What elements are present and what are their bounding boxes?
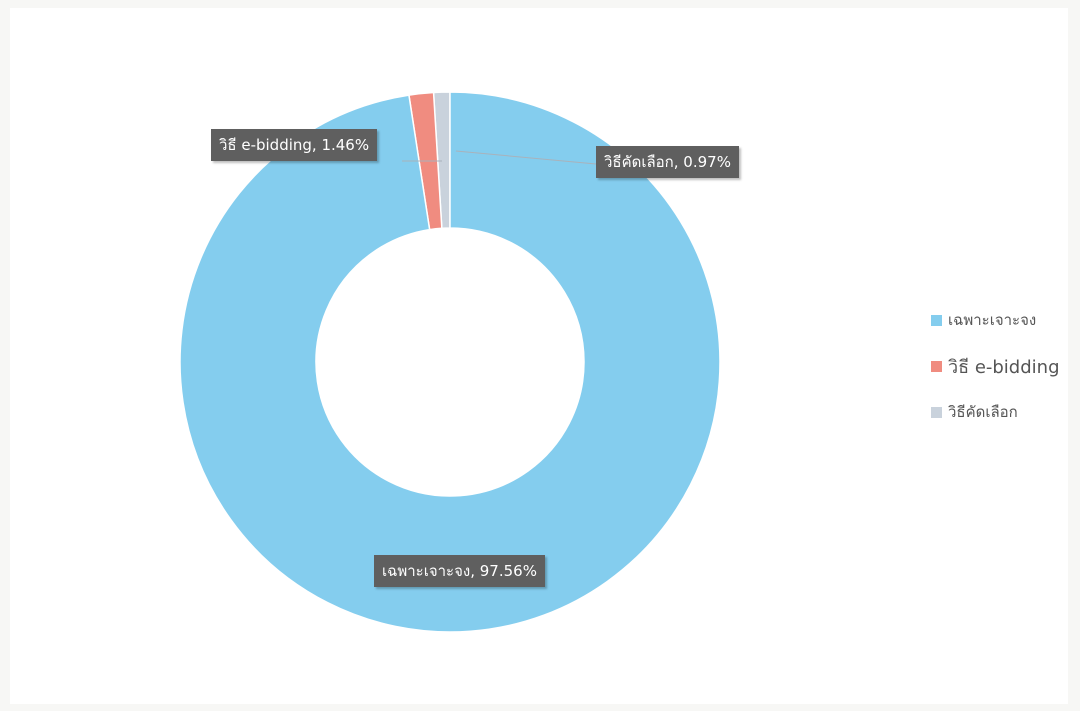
leader-line-selection — [455, 150, 597, 165]
legend-swatch-selection — [931, 406, 942, 418]
legend-item-selection: วิธีคัดเลือก — [931, 402, 1060, 422]
legend-label-e-bidding: วิธี e-bidding — [948, 356, 1060, 378]
legend-item-specific: เฉพาะเจาะจง — [931, 310, 1060, 330]
data-label-e-bidding: วิธี e-bidding, 1.46% — [211, 129, 378, 161]
legend-label-selection: วิธีคัดเลือก — [948, 403, 1018, 421]
data-label-specific: เฉพาะเจาะจง, 97.56% — [374, 555, 545, 587]
chart-area: วิธี e-bidding, 1.46% วิธีคัดเลือก, 0.97… — [10, 8, 1068, 704]
data-label-selection: วิธีคัดเลือก, 0.97% — [596, 146, 739, 178]
legend-swatch-e-bidding — [931, 360, 942, 372]
donut-chart — [179, 91, 721, 633]
legend-label-specific: เฉพาะเจาะจง — [948, 311, 1037, 329]
legend-swatch-specific — [931, 314, 942, 326]
legend: เฉพาะเจาะจง วิธี e-bidding วิธีคัดเลือก — [931, 310, 1060, 448]
legend-item-e-bidding: วิธี e-bidding — [931, 356, 1060, 378]
